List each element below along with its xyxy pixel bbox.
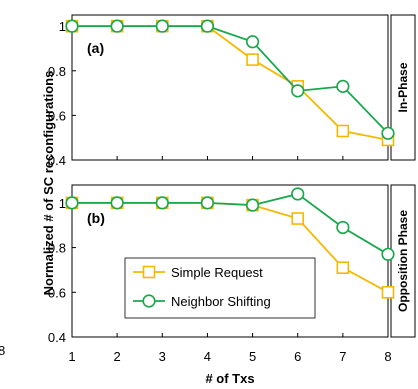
x-tick-label: 3 xyxy=(159,349,166,364)
x-axis-title: # of Txs xyxy=(205,371,254,386)
y-tick-label: 1 xyxy=(59,19,66,34)
y-tick-label: 0.8 xyxy=(48,64,66,79)
legend-label: Simple Request xyxy=(171,265,263,280)
data-point-circle xyxy=(291,84,305,98)
y-tick-label: 0.6 xyxy=(48,285,66,300)
y-axis-title: Normalized # of SC reconfigurations xyxy=(41,71,56,296)
y-tick-label: 0.8 xyxy=(48,241,66,256)
data-point-square xyxy=(291,212,305,225)
x-tick-label: 5 xyxy=(249,349,256,364)
x-tick-label: 4 xyxy=(204,349,211,364)
data-point-square xyxy=(246,53,259,66)
data-point-square xyxy=(336,124,350,138)
data-point-circle xyxy=(110,196,124,210)
panel-opposition-phase: 0.4 0.6 0.8 1 (b) Opposition Phase Simple Requ… xyxy=(48,184,416,345)
plot-frame xyxy=(71,14,389,161)
plot-frame xyxy=(71,184,389,338)
y-tick-label: 0.4 xyxy=(48,330,66,345)
legend-marker-circle xyxy=(142,294,156,308)
data-point-circle xyxy=(200,19,215,33)
stray-tick-label: 8 xyxy=(0,343,5,358)
data-point-square xyxy=(381,285,395,299)
data-point-circle xyxy=(245,35,260,49)
data-point-circle xyxy=(245,198,260,212)
data-point-circle xyxy=(65,19,79,33)
panel-in-phase: 0.4 0.6 0.8 1 (a) In-Phase xyxy=(48,14,416,168)
y-tick-label: 1 xyxy=(59,196,66,211)
y-tick-label: 0.4 xyxy=(48,153,66,168)
x-tick-label: 8 xyxy=(384,349,391,364)
data-point-circle xyxy=(336,220,350,235)
panel-strip-label: In-Phase xyxy=(396,62,410,112)
panel-label: (a) xyxy=(87,40,104,56)
data-point-square xyxy=(336,261,350,275)
data-point-circle xyxy=(155,19,169,33)
series-line-neighbor-shifting xyxy=(72,25,389,134)
data-point-circle xyxy=(381,247,395,261)
data-point-circle xyxy=(336,79,350,93)
legend: Simple Request Neighbor Shifting xyxy=(124,257,316,319)
panel-strip xyxy=(390,14,416,161)
panel-strip-label: Opposition Phase xyxy=(396,210,410,312)
data-point-circle xyxy=(65,196,79,210)
x-tick-label: 1 xyxy=(68,349,75,364)
panel-label: (b) xyxy=(87,210,105,226)
x-axis-ticks: 1 2 3 4 5 6 7 8 xyxy=(68,349,391,364)
y-tick-label: 0.6 xyxy=(48,108,66,123)
legend-label: Neighbor Shifting xyxy=(171,294,271,309)
data-point-circle xyxy=(200,196,215,210)
x-tick-label: 7 xyxy=(339,349,346,364)
data-point-circle xyxy=(291,187,305,201)
x-tick-label: 6 xyxy=(294,349,301,364)
panel-strip xyxy=(390,184,416,338)
x-tick-label: 2 xyxy=(114,349,121,364)
data-point-circle xyxy=(155,196,169,210)
legend-box xyxy=(124,257,316,319)
series-line-neighbor-shifting xyxy=(72,192,389,256)
legend-marker-square xyxy=(142,265,156,279)
data-point-circle xyxy=(381,126,395,140)
data-point-circle xyxy=(110,19,124,33)
